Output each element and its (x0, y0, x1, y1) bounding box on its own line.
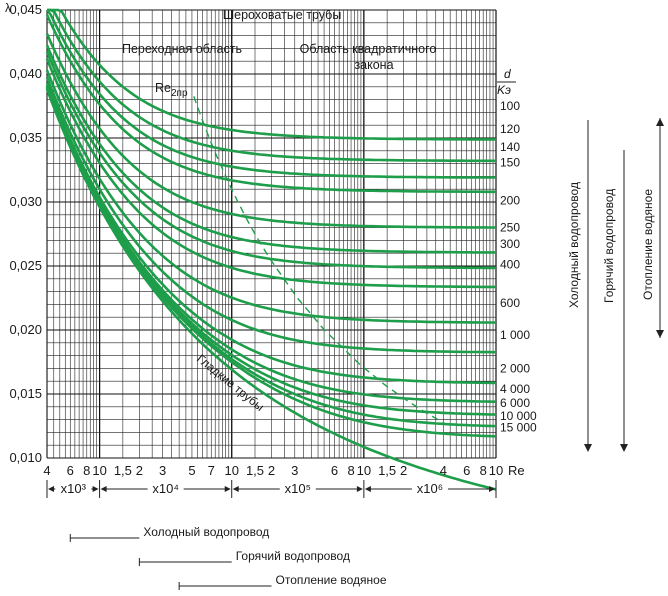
series-curve-9 (45, 76, 496, 354)
chart-labels: 0,010 0,015 0,020 0,025 0,030 0,035 0,040 0,045… (9, 2, 537, 478)
x-tick-label: 8 (480, 463, 487, 478)
series-curve-1 (47, 8, 497, 163)
y-tick-label: 0,015 (9, 386, 42, 401)
x-tick-label: 1,5 (378, 463, 396, 478)
y-tick-label: 0,010 (9, 450, 42, 465)
y-tick-label: 0,045 (9, 2, 42, 17)
x-tick-label: 4 (43, 463, 50, 478)
x-tick-label: 7 (208, 463, 215, 478)
x-tick-label: 8 (83, 463, 90, 478)
series-label: 10 000 (500, 409, 537, 423)
range-label: Отопление водяное (276, 573, 387, 587)
re-boundary-label: Re2пр (155, 81, 188, 99)
quadratic-region-label: Область квадратичного (300, 42, 437, 56)
bracket-arrow (356, 486, 363, 492)
x-tick-label: 10 (224, 463, 238, 478)
range-label: Холодный водопровод (143, 525, 269, 539)
y-tick-label: 0,020 (9, 322, 42, 337)
x-tick-label: 2 (400, 463, 407, 478)
series-label: 300 (500, 237, 520, 251)
x-multiplier-brackets: x10³ x10⁴ x10⁵ x10⁶ (46, 480, 497, 498)
x-tick-label: 2 (268, 463, 275, 478)
x-tick-label: 1,5 (246, 463, 264, 478)
x-tick-label: 10 (489, 463, 503, 478)
vertical-range-indicators: Холодный водопровод Горячий водопровод О… (567, 118, 664, 452)
series-label: 200 (500, 194, 520, 208)
x-multiplier-label: x10⁴ (152, 481, 179, 496)
bracket-arrow (100, 486, 107, 492)
x-tick-label: 6 (463, 463, 470, 478)
x-multiplier-label: x10⁶ (417, 481, 443, 496)
bracket-arrow (364, 486, 371, 492)
series-curve-7 (45, 58, 496, 289)
series-label: 400 (500, 258, 520, 272)
series-curve-3 (45, 14, 496, 194)
x-tick-label: 2 (136, 463, 143, 478)
y-tick-label: 0,025 (9, 258, 42, 273)
quadratic-region-label-2: закона (354, 58, 393, 72)
horizontal-range-indicators: Холодный водопровод Горячий водопровод Ото… (69, 525, 387, 590)
x-tick-label: 6 (67, 463, 74, 478)
x-multiplier-label: x10⁵ (285, 481, 311, 496)
y-tick-label: 0,030 (9, 194, 42, 209)
series-curves (45, 8, 497, 491)
series-label: 2 000 (500, 361, 530, 375)
bracket-arrow (92, 486, 99, 492)
series-curve-0 (47, 8, 496, 141)
x-tick-label: 8 (347, 463, 354, 478)
series-curve-6 (45, 51, 496, 270)
series-label: 15 000 (500, 420, 537, 434)
bracket-arrow (489, 486, 495, 492)
series-label: 6 000 (500, 396, 530, 410)
bracket-label-bg (411, 481, 448, 496)
bracket-arrow (224, 486, 231, 492)
x-tick-label: 5 (188, 463, 195, 478)
series-label: 4 000 (500, 382, 530, 396)
x-tick-label: 4 (440, 463, 447, 478)
series-curve-smooth (45, 88, 497, 491)
x-multiplier-label: x10³ (61, 481, 87, 496)
series-label: 120 (500, 122, 520, 136)
bracket-arrow (48, 486, 54, 492)
range-label-heating: Отопление водяное (641, 189, 655, 300)
series-curve-5 (45, 44, 497, 254)
series-label: 140 (500, 140, 520, 154)
range-label: Горячий водопровод (236, 549, 350, 563)
x-tick-label: 3 (159, 463, 166, 478)
y-tick-label: 0,035 (9, 130, 42, 145)
series-header-num: d (504, 67, 511, 81)
x-tick-label: 6 (331, 463, 338, 478)
series-curve-2 (45, 9, 496, 179)
lambda-axis-label: λ (5, 1, 11, 15)
bracket-label-bg (55, 481, 92, 496)
x-tick-label: 10 (92, 463, 106, 478)
series-label: 600 (500, 296, 520, 310)
bracket-label-bg (279, 481, 316, 496)
series-label: 250 (500, 221, 520, 235)
x-tick-label: 3 (291, 463, 298, 478)
series-label: 150 (500, 155, 520, 169)
series-header-den: Kэ (497, 83, 511, 97)
bracket-label-bg (147, 481, 184, 496)
series-curve-8 (45, 69, 497, 324)
re2pr-boundary (193, 96, 447, 425)
series-curve-10 (45, 82, 496, 385)
re-axis-label: Re (508, 463, 525, 478)
y-tick-label: 0,040 (9, 66, 42, 81)
series-curve-4 (45, 33, 496, 229)
chart-title: Шероховатые трубы (223, 8, 342, 22)
series-curve-14 (45, 87, 497, 438)
range-label-hot: Горячий водопровод (602, 189, 616, 303)
bracket-arrow (232, 486, 239, 492)
range-label-cold: Холодный водопровод (567, 182, 581, 308)
transition-region-label: Переходная область (122, 42, 242, 56)
x-tick-label: 1,5 (114, 463, 132, 478)
series-label: 1 000 (500, 328, 530, 342)
series-label: 100 (500, 99, 520, 113)
x-tick-label: 10 (357, 463, 371, 478)
